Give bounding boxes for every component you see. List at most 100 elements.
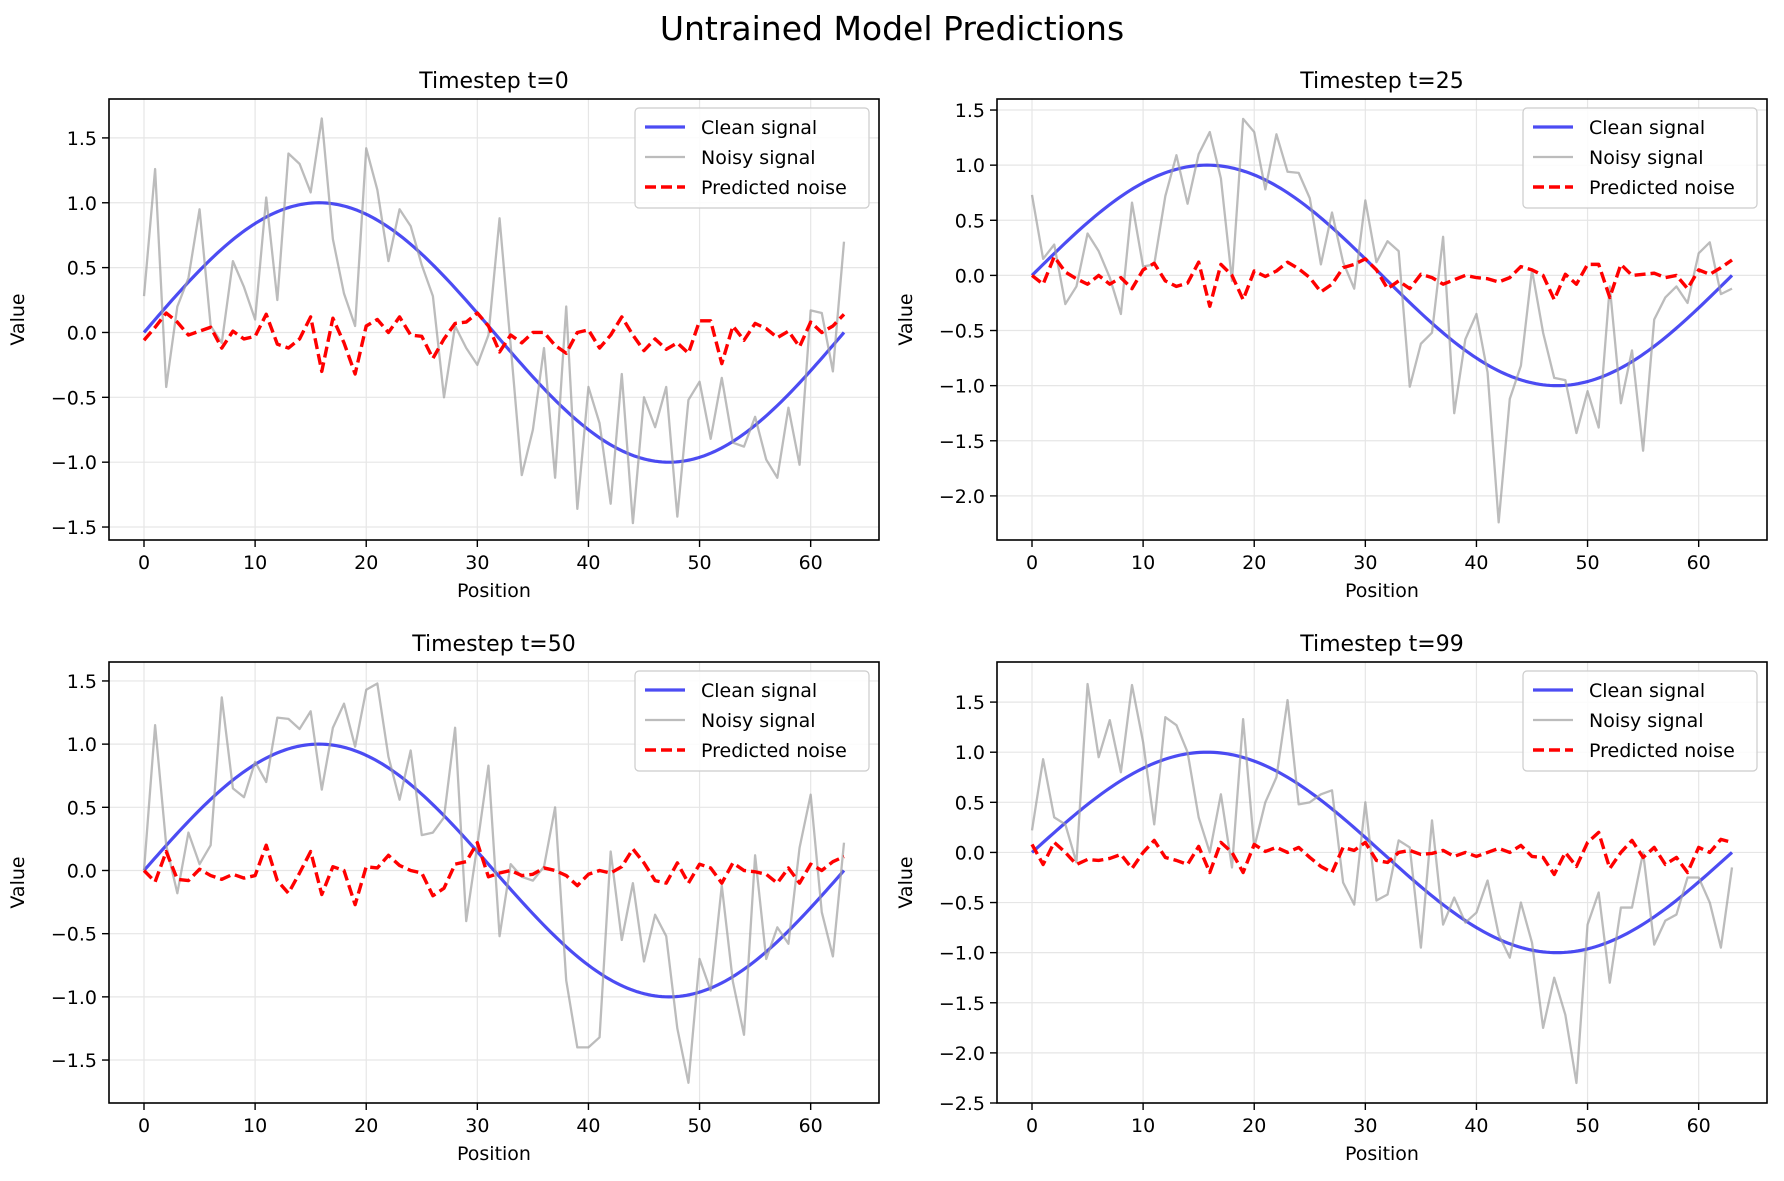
- x-tick-label: 30: [465, 552, 489, 574]
- y-tick-label: 0.5: [67, 258, 97, 280]
- y-tick-label: −2.0: [939, 1043, 985, 1065]
- legend-label: Predicted noise: [701, 177, 847, 199]
- x-tick-label: 50: [1575, 552, 1599, 574]
- y-tick-label: 1.5: [955, 100, 985, 122]
- x-tick-label: 40: [576, 552, 600, 574]
- x-axis-label: Position: [1345, 580, 1419, 602]
- legend-label: Clean signal: [701, 117, 817, 139]
- legend-label: Noisy signal: [1589, 710, 1704, 732]
- plot-area: [142, 682, 846, 1084]
- x-tick-label: 30: [465, 1115, 489, 1137]
- series-line-noisy-signal: [142, 682, 846, 1084]
- y-tick-label: 1.5: [67, 671, 97, 693]
- plot-area: [1030, 682, 1734, 1085]
- legend-label: Predicted noise: [1589, 177, 1735, 199]
- y-tick-label: −2.0: [939, 486, 985, 508]
- x-tick-label: 50: [1575, 1115, 1599, 1137]
- y-tick-label: −1.0: [51, 987, 97, 1009]
- x-tick-label: 20: [1242, 552, 1266, 574]
- y-axis-label: Value: [7, 293, 29, 345]
- series-line-clean-signal: [142, 201, 846, 464]
- chart-title: Timestep t=25: [1299, 69, 1463, 94]
- x-tick-label: 20: [1242, 1115, 1266, 1137]
- legend-box: [1522, 107, 1758, 209]
- legend-label: Clean signal: [701, 680, 817, 702]
- series-line-clean-signal: [142, 742, 846, 999]
- chart-panel-0: Timestep t=0 0 10 20 30 40 50 60 −1.5 −1.0 −0.5 0.0…: [7, 69, 880, 602]
- x-axis-label: Position: [457, 1143, 531, 1165]
- series-line-noisy-signal: [142, 117, 846, 525]
- y-tick-label: 0.0: [955, 265, 985, 287]
- plot-area: [1030, 117, 1734, 524]
- y-tick-label: 0.0: [67, 322, 97, 344]
- y-tick-label: −2.5: [939, 1093, 985, 1115]
- x-tick-label: 10: [243, 552, 267, 574]
- legend-label: Noisy signal: [701, 710, 816, 732]
- y-tick-label: 0.5: [67, 797, 97, 819]
- legend-box: [1522, 670, 1758, 772]
- figure-title: Untrained Model Predictions: [660, 9, 1124, 48]
- x-tick-label: 20: [354, 1115, 378, 1137]
- y-tick-label: 0.0: [955, 842, 985, 864]
- x-axis-label: Position: [1345, 1143, 1419, 1165]
- chart-title: Timestep t=50: [411, 632, 575, 657]
- legend-box: [634, 670, 870, 772]
- x-tick-label: 30: [1353, 552, 1377, 574]
- series-line-predicted-noise: [142, 311, 846, 376]
- series-line-predicted-noise: [1030, 254, 1733, 308]
- x-tick-label: 0: [1026, 552, 1038, 574]
- axes-frame: [996, 661, 1768, 1104]
- x-tick-label: 50: [687, 1115, 711, 1137]
- y-tick-label: 1.0: [67, 734, 97, 756]
- y-tick-label: 1.5: [67, 128, 97, 150]
- y-tick-label: −1.5: [51, 1050, 97, 1072]
- y-tick-label: 1.5: [955, 692, 985, 714]
- legend-label: Predicted noise: [1589, 740, 1735, 762]
- y-tick-label: 1.0: [955, 742, 985, 764]
- x-tick-label: 40: [576, 1115, 600, 1137]
- x-tick-label: 50: [687, 552, 711, 574]
- y-tick-label: −0.5: [939, 893, 985, 915]
- legend-label: Predicted noise: [701, 740, 847, 762]
- y-tick-label: −1.0: [51, 452, 97, 474]
- chart-panel-2: Timestep t=50 0 10 20 30 40 50 60 −1.5 −1.0 −0.5 0.…: [7, 632, 880, 1165]
- legend: Clean signal Noisy signal Predicted noise: [1522, 670, 1758, 772]
- series-line-predicted-noise: [1030, 830, 1733, 877]
- x-tick-label: 0: [138, 1115, 150, 1137]
- legend-label: Clean signal: [1589, 680, 1705, 702]
- series-line-clean-signal: [1030, 163, 1734, 388]
- legend-label: Noisy signal: [701, 147, 816, 169]
- axes-frame: [996, 98, 1768, 541]
- legend: Clean signal Noisy signal Predicted noise: [634, 107, 870, 209]
- x-tick-label: 40: [1464, 552, 1488, 574]
- x-tick-label: 60: [1687, 1115, 1711, 1137]
- x-axis-label: Position: [457, 580, 531, 602]
- x-tick-label: 60: [799, 552, 823, 574]
- y-axis-label: Value: [7, 856, 29, 908]
- axes-frame: [108, 98, 880, 541]
- y-tick-label: −1.0: [939, 376, 985, 398]
- series-line-noisy-signal: [1030, 682, 1734, 1085]
- y-tick-label: −0.5: [51, 387, 97, 409]
- x-tick-label: 20: [354, 552, 378, 574]
- x-tick-label: 10: [243, 1115, 267, 1137]
- y-axis-label: Value: [895, 293, 917, 345]
- x-tick-label: 40: [1464, 1115, 1488, 1137]
- x-tick-label: 0: [1026, 1115, 1038, 1137]
- chart-panel-1: Timestep t=25 0 10 20 30 40 50 60 −2.0 −1.5 −1.0 −0…: [895, 69, 1768, 602]
- chart-panel-3: Timestep t=99 0 10 20 30 40 50 60 −2.5 −2.0 −1.5 −1…: [895, 632, 1768, 1165]
- y-tick-label: −1.5: [939, 431, 985, 453]
- x-tick-label: 60: [799, 1115, 823, 1137]
- x-tick-label: 10: [1131, 1115, 1155, 1137]
- y-tick-label: −0.5: [51, 924, 97, 946]
- y-tick-label: 1.0: [67, 193, 97, 215]
- chart-title: Timestep t=0: [418, 69, 568, 94]
- legend: Clean signal Noisy signal Predicted noise: [1522, 107, 1758, 209]
- y-tick-label: 0.5: [955, 792, 985, 814]
- y-tick-label: −1.0: [939, 943, 985, 965]
- x-tick-label: 30: [1353, 1115, 1377, 1137]
- legend: Clean signal Noisy signal Predicted noise: [634, 670, 870, 772]
- chart-title: Timestep t=99: [1299, 632, 1463, 657]
- y-tick-label: 1.0: [955, 155, 985, 177]
